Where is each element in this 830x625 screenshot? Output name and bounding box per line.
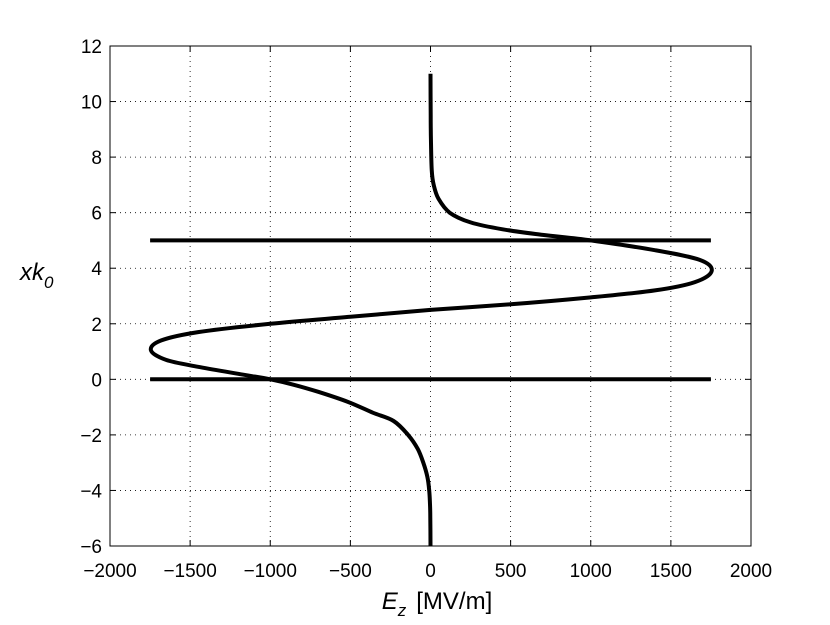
y-tick-labels: −6 −4 −2 0 2 4 6 8 10 12 xyxy=(80,37,102,558)
x-tick-label: −2000 xyxy=(83,561,136,582)
y-tick-label: −2 xyxy=(80,426,102,447)
y-tick-label: 8 xyxy=(91,148,102,169)
y-tick-label: 12 xyxy=(81,37,102,58)
y-tick-label: −4 xyxy=(80,481,102,502)
x-tick-label: 500 xyxy=(495,561,527,582)
axis-ticks xyxy=(109,45,752,547)
y-tick-label: 6 xyxy=(91,204,102,225)
x-axis-label: Ez [MV/m] xyxy=(382,588,493,620)
y-tick-label: −6 xyxy=(80,537,102,558)
x-tick-label: 0 xyxy=(425,561,436,582)
series-layer xyxy=(148,73,714,547)
y-tick-label: 4 xyxy=(91,259,102,280)
y-tick-label: 10 xyxy=(81,93,102,114)
y-tick-label: 2 xyxy=(91,315,102,336)
x-tick-label: −500 xyxy=(329,561,372,582)
x-tick-label: 2000 xyxy=(730,561,772,582)
x-tick-label: 1000 xyxy=(570,561,612,582)
y-axis-label: xk0 xyxy=(19,259,54,292)
x-tick-labels: −2000 −1500 −1000 −500 0 500 1000 1500 2000 xyxy=(83,561,772,582)
ez-field-line xyxy=(148,73,714,547)
x-tick-label: 1500 xyxy=(650,561,692,582)
x-tick-label: −1500 xyxy=(163,561,216,582)
y-tick-label: 0 xyxy=(91,370,102,391)
x-tick-label: −1000 xyxy=(244,561,297,582)
